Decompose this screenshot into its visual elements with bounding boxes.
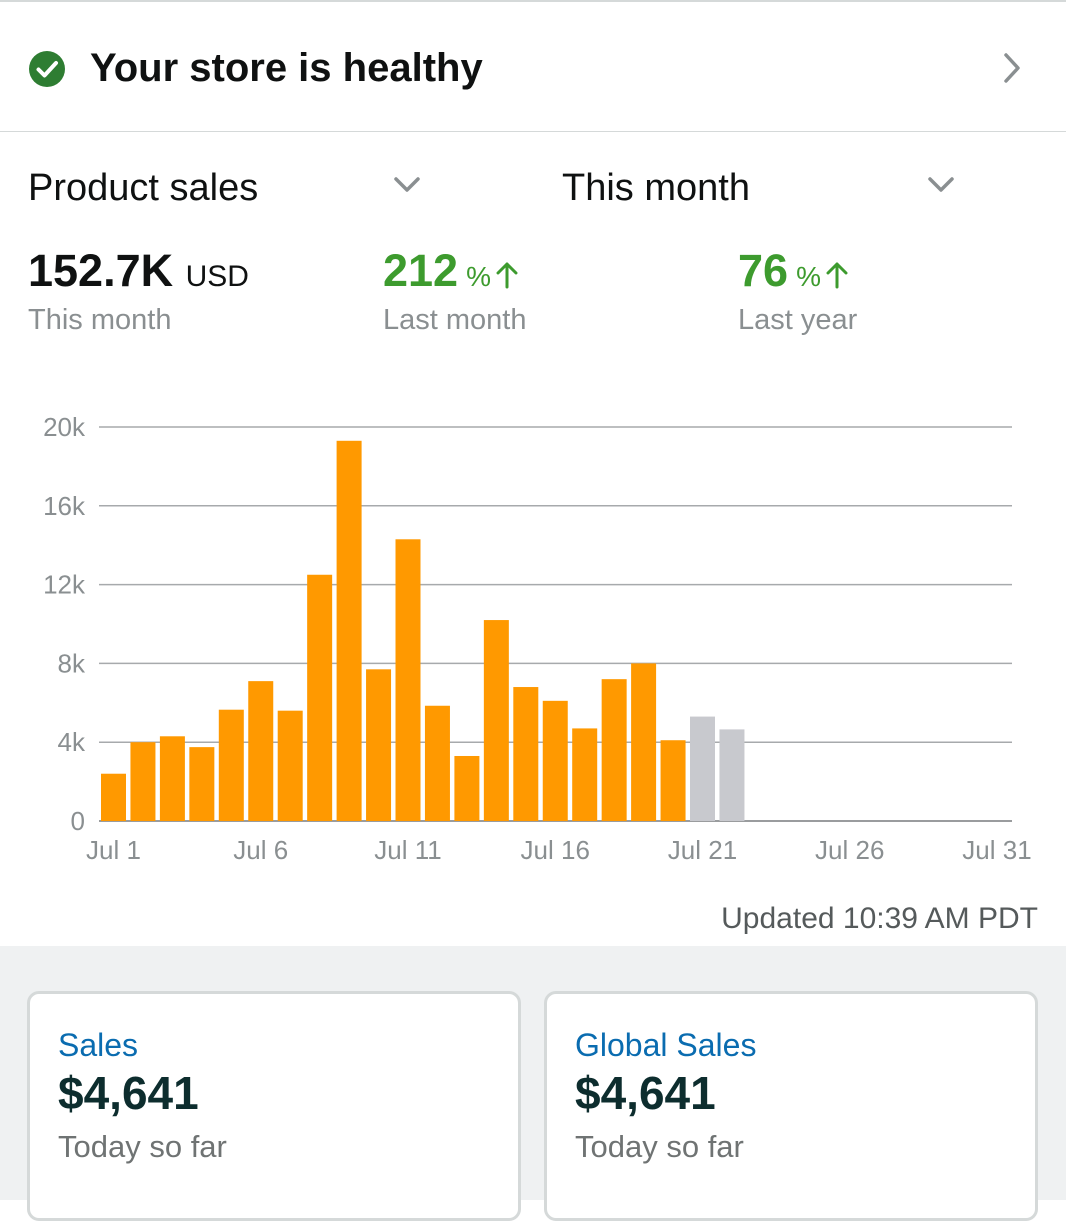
product-sales-bar-chart: 0 4k 8k 12k 16k 20k Jul 1 Jul 6 Jul 11 Jul 16 Jul … [43, 412, 1032, 865]
bar [101, 773, 126, 821]
arrow-up-icon [496, 262, 518, 289]
stat-unit: USD [185, 260, 249, 293]
x-tick-label: Jul 16 [521, 835, 590, 865]
stat-label: Last month [383, 304, 527, 336]
x-tick-label: Jul 11 [374, 835, 441, 865]
card-subtitle: Today so far [575, 1129, 744, 1164]
stat-value: 152.7K USD [28, 244, 249, 304]
y-tick-label: 16k [43, 491, 86, 521]
bar [454, 755, 480, 821]
y-tick-label: 20k [43, 412, 86, 442]
top-divider [0, 0, 1066, 2]
y-tick-label: 8k [58, 648, 86, 678]
arrow-up-icon [826, 262, 848, 289]
bar [307, 574, 333, 821]
bar [513, 687, 539, 821]
store-health-row[interactable]: Your store is healthy [0, 2, 1066, 132]
y-tick-label: 4k [58, 727, 86, 757]
x-tick-label: Jul 26 [815, 835, 884, 865]
bar [690, 716, 715, 821]
bar [277, 710, 303, 821]
x-tick-label: Jul 31 [962, 835, 1031, 865]
metric-dropdown-label: Product sales [28, 167, 259, 209]
chevron-down-icon [394, 177, 420, 192]
stat-label: Last year [738, 304, 858, 336]
metric-dropdown[interactable]: Product sales [28, 158, 428, 218]
card-title: Global Sales [575, 1027, 757, 1063]
card-title: Sales [58, 1027, 139, 1063]
bar [572, 728, 598, 821]
bar [424, 705, 450, 821]
card-value: $4,641 [575, 1067, 716, 1119]
stat-number: 152.7K [28, 245, 174, 296]
x-tick-label: Jul 1 [86, 835, 141, 865]
stat-this-month: 152.7K USD This month [28, 244, 249, 340]
card-subtitle: Today so far [58, 1129, 227, 1164]
store-health-title: Your store is healthy [90, 46, 483, 90]
check-circle-icon [29, 51, 65, 87]
bar [542, 700, 568, 821]
bar [395, 539, 421, 821]
x-tick-label: Jul 21 [668, 835, 737, 865]
stat-last-year: 76% Last year [738, 244, 857, 340]
stat-value: 212% [383, 244, 526, 304]
x-tick-label: Jul 6 [233, 835, 288, 865]
stat-unit: % [466, 261, 491, 292]
bar [159, 736, 185, 821]
chevron-down-icon [928, 177, 954, 192]
card-value: $4,641 [58, 1067, 199, 1119]
stat-number: 76 [738, 245, 789, 296]
stat-last-month: 212% Last month [383, 244, 526, 340]
stat-unit: % [796, 261, 821, 292]
bar [660, 740, 686, 821]
stat-number: 212 [383, 245, 459, 296]
bar [631, 663, 657, 821]
chevron-right-icon[interactable] [998, 51, 1026, 85]
bar [189, 747, 215, 821]
period-dropdown-label: This month [562, 167, 750, 209]
bar [366, 669, 392, 821]
y-tick-label: 12k [43, 570, 86, 600]
bar [719, 729, 745, 821]
y-tick-label: 0 [71, 806, 85, 836]
bar [248, 681, 274, 821]
period-dropdown[interactable]: This month [562, 158, 962, 218]
sales-card[interactable]: Sales $4,641 Today so far [27, 991, 521, 1221]
bar [483, 620, 509, 821]
bar [218, 709, 244, 821]
stat-value: 76% [738, 244, 857, 304]
bar [336, 440, 362, 821]
stat-label: This month [28, 304, 172, 336]
bar [601, 679, 627, 821]
bar [130, 742, 156, 821]
global-sales-card[interactable]: Global Sales $4,641 Today so far [544, 991, 1038, 1221]
updated-timestamp: Updated 10:39 AM PDT [721, 902, 1038, 935]
